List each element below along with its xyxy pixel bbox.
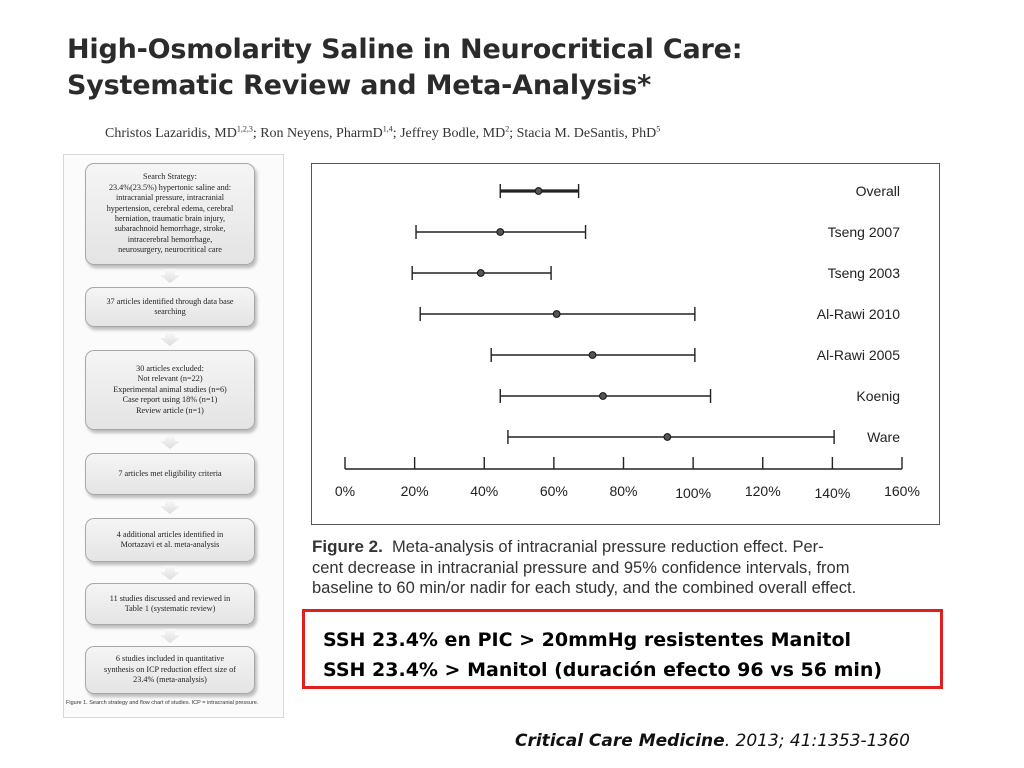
- paper-title: High-Osmolarity Saline in Neurocritical …: [67, 32, 743, 104]
- key-finding-line: SSH 23.4% en PIC > 20mmHg resistentes Ma…: [323, 629, 852, 651]
- study-label: Tseng 2007: [828, 224, 901, 240]
- x-tick-label: 160%: [884, 483, 920, 499]
- flowchart-box-line: Experimental animal studies (n=6): [113, 384, 227, 394]
- author-affiliation: 5: [656, 124, 661, 133]
- point-estimate: [534, 187, 543, 195]
- down-arrow-icon: [160, 435, 180, 449]
- flowchart-box-line: subarachnoid hemorrhage, stroke,: [114, 224, 226, 234]
- author-affiliation: 1,4: [382, 124, 393, 133]
- x-tick-label: 140%: [814, 485, 850, 501]
- figure-2-text-line: baseline to 60 min/or nadir for each stu…: [312, 579, 857, 597]
- down-arrow-icon: [160, 500, 180, 514]
- author: Jeffrey Bodle, MD2;: [400, 124, 517, 141]
- figure-2-caption: Figure 2. Meta-analysis of intracranial …: [312, 537, 942, 599]
- flowchart-box-line: synthesis on ICP reduction effect size o…: [104, 664, 236, 674]
- x-tick-label: 60%: [540, 483, 568, 499]
- study-label: Koenig: [856, 388, 900, 404]
- point-estimate: [476, 269, 485, 277]
- flowchart-box-line: 37 articles identified through data base: [106, 296, 234, 306]
- flowchart-box-line: intracerebral hemorrhage,: [127, 234, 213, 244]
- key-findings-box: SSH 23.4% en PIC > 20mmHg resistentes Ma…: [302, 609, 943, 689]
- study-label: Overall: [856, 183, 900, 199]
- flowchart-box-line: Search Strategy:: [143, 172, 197, 182]
- flowchart-box-line: 7 articles met eligibility criteria: [118, 468, 222, 478]
- paper-title-line-2: Systematic Review and Meta-Analysis*: [67, 70, 652, 101]
- x-tick-label: 40%: [470, 483, 498, 499]
- flowchart-box-line: neurosurgery, neurocritical care: [118, 245, 222, 255]
- down-arrow-icon: [160, 332, 180, 346]
- figure-2-text-line: cent decrease in intracranial pressure a…: [312, 558, 850, 577]
- flowchart-box-line: 6 studies included in quantitative: [115, 654, 225, 664]
- flowchart-box-additional: 4 additional articles identified in Mort…: [85, 518, 255, 562]
- flowchart-box-identified: 37 articles identified through data base…: [85, 287, 255, 327]
- author-name: Jeffrey Bodle, MD: [400, 125, 506, 141]
- flowchart-box-meta-analysis: 6 studies included in quantitative synth…: [85, 646, 255, 694]
- author: Stacia M. DeSantis, PhD5: [516, 124, 661, 141]
- point-estimate: [496, 228, 505, 236]
- flowchart-box-line: Table 1 (systematic review): [124, 604, 216, 613]
- flowchart-box-line: Review article (n=1): [136, 405, 204, 415]
- point-estimate: [552, 310, 561, 318]
- author-affiliation: 2: [505, 124, 510, 133]
- flowchart-box-line: 23.4% (meta-analysis): [133, 675, 207, 685]
- flowchart-box-line: 30 articles excluded:: [136, 363, 204, 373]
- author: Christos Lazaridis, MD1,2,3;: [105, 124, 261, 141]
- figure-2-label: Figure 2.: [312, 537, 383, 556]
- flowchart-box-line: intracranial pressure, intracranial: [116, 193, 224, 203]
- author-name: Christos Lazaridis, MD: [105, 125, 237, 141]
- study-label: Tseng 2003: [828, 265, 901, 281]
- author: Ron Neyens, PharmD1,4;: [260, 124, 401, 141]
- figure-2-text-line: Meta-analysis of intracranial pressure r…: [392, 538, 824, 556]
- flowchart-box-eligible: 7 articles met eligibility criteria: [85, 453, 255, 495]
- x-tick-label: 0%: [335, 483, 355, 499]
- author-list: Christos Lazaridis, MD1,2,3; Ron Neyens,…: [105, 124, 660, 142]
- figure-1-caption: Figure 1. Search strategy and flow chart…: [66, 700, 259, 706]
- point-estimate: [599, 392, 607, 400]
- x-tick-label: 100%: [675, 485, 711, 501]
- forest-plot-svg: Overall Tseng 2007 Tseng 2003 Al-Rawi 2010 A…: [335, 183, 920, 501]
- point-estimate: [588, 351, 597, 359]
- x-tick-label: 20%: [401, 483, 429, 499]
- author-name: Ron Neyens, PharmD: [260, 125, 383, 141]
- flowchart-box-line: Not relevant (n=22): [137, 374, 203, 384]
- citation-journal: Critical Care Medicine: [515, 731, 725, 751]
- author-separator: ;: [252, 125, 261, 141]
- flowchart-box-line: Mortazavi et al. meta-analysis: [120, 540, 220, 549]
- point-estimate: [663, 433, 672, 441]
- search-flowchart-figure: Search Strategy: 23.4%(23.5%) hypertonic…: [63, 154, 284, 718]
- author-separator: ;: [392, 125, 401, 141]
- study-label: Al-Rawi 2010: [817, 306, 900, 322]
- flowchart-box-search-strategy: Search Strategy: 23.4%(23.5%) hypertonic…: [85, 163, 255, 265]
- study-label: Ware: [867, 429, 900, 445]
- author-affiliation: 1,2,3: [236, 124, 253, 133]
- down-arrow-icon: [160, 269, 180, 283]
- flowchart-box-excluded: 30 articles excluded: Not relevant (n=22…: [85, 350, 255, 430]
- author-separator: ;: [509, 125, 517, 141]
- x-tick-label: 80%: [609, 483, 637, 499]
- flowchart-box-line: 11 studies discussed and reviewed in: [109, 593, 231, 603]
- flowchart-box-line: herniation, traumatic brain injury,: [114, 214, 226, 223]
- flowchart-box-systematic-review: 11 studies discussed and reviewed in Tab…: [85, 583, 255, 625]
- flowchart-box-line: 4 additional articles identified in: [116, 529, 224, 539]
- flowchart-box-line: searching: [154, 307, 186, 316]
- key-finding-line: SSH 23.4% > Manitol (duración efecto 96 …: [323, 659, 883, 681]
- flowchart-box-line: Case report using 18% (n=1): [122, 395, 218, 405]
- author-name: Stacia M. DeSantis, PhD: [516, 125, 657, 141]
- flowchart-box-line: hypertension, cerebral edema, cerebral: [106, 203, 234, 213]
- x-tick-label: 120%: [745, 483, 781, 499]
- down-arrow-icon: [160, 566, 180, 580]
- flowchart-box-line: 23.4%(23.5%) hypertonic saline and:: [108, 182, 232, 192]
- down-arrow-icon: [160, 629, 180, 643]
- study-label: Al-Rawi 2005: [817, 347, 900, 363]
- paper-title-line-1: High-Osmolarity Saline in Neurocritical …: [67, 34, 743, 65]
- forest-plot: Overall Tseng 2007 Tseng 2003 Al-Rawi 2010 A…: [311, 163, 940, 525]
- citation-details: . 2013; 41:1353-1360: [724, 731, 910, 751]
- citation: Critical Care Medicine. 2013; 41:1353-13…: [515, 731, 910, 751]
